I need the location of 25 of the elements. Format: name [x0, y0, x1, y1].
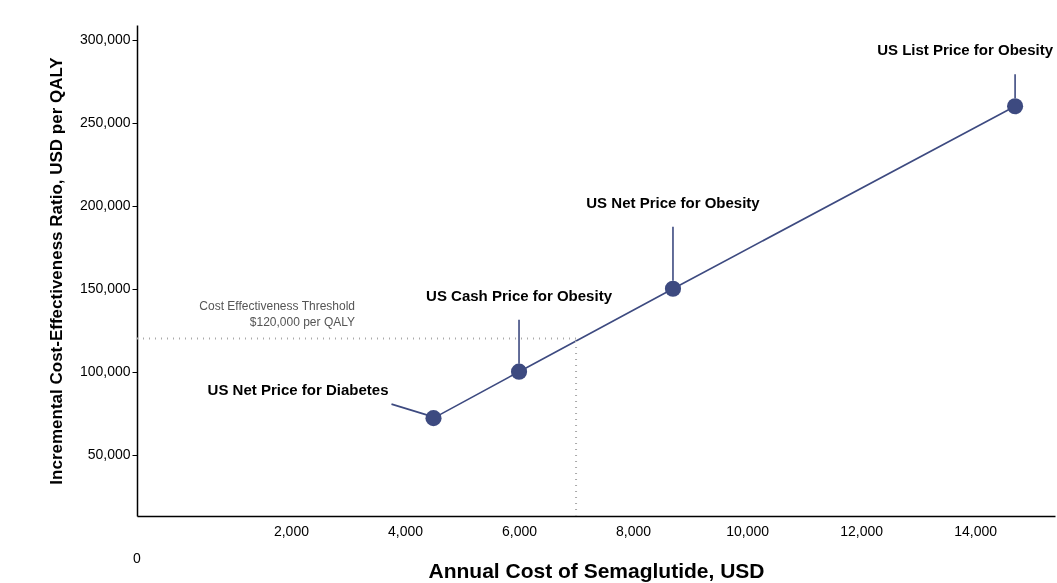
point: [664, 280, 682, 297]
y-tick-label: 150,000: [79, 280, 131, 297]
y-tick-label: 300,000: [79, 31, 131, 48]
x-axis-title: Annual Cost of Semaglutide, USD: [428, 558, 765, 582]
x-tick-label: 2,000: [273, 522, 310, 539]
annotation: US Cash Price for Obesity: [426, 286, 613, 304]
annotation: US Net Price for Diabetes: [207, 381, 389, 399]
annotation: US Net Price for Obesity: [586, 193, 761, 211]
text: 0: [133, 550, 142, 566]
y-tick-label: 100,000: [79, 363, 131, 380]
x-tick-label: 10,000: [726, 522, 770, 539]
point: [425, 410, 442, 427]
x-tick-label: 8,000: [616, 522, 652, 539]
y-tick-label: 50,000: [87, 446, 131, 463]
y-axis-title: Incremental Cost-Effectiveness Ratio, USD per QALY: [46, 56, 66, 485]
ref-line-label: Cost Effectiveness Threshold $120,000 per QALY: [199, 298, 355, 329]
point: [1007, 98, 1024, 115]
y-tick-label: 250,000: [79, 114, 131, 131]
x-tick-label: 4,000: [387, 522, 424, 539]
x-tick-label: 14,000: [954, 522, 998, 539]
annotation: US List Price for Obesity: [877, 41, 1054, 59]
y-tick-label: 200,000: [79, 197, 131, 214]
x-tick-label: 6,000: [502, 522, 538, 539]
point: [510, 363, 528, 380]
x-tick-label: 12,000: [840, 522, 884, 539]
